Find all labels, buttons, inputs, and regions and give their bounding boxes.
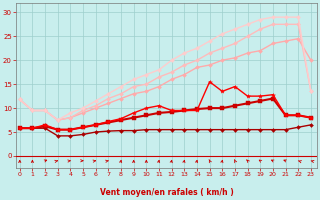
X-axis label: Vent moyen/en rafales ( km/h ): Vent moyen/en rafales ( km/h ) [100,188,234,197]
